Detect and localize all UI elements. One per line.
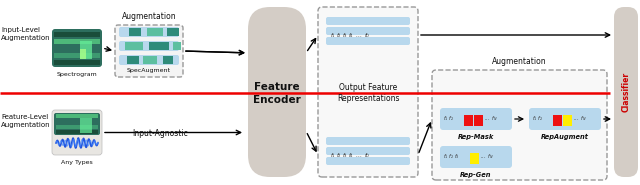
Bar — [80, 118, 92, 133]
FancyBboxPatch shape — [529, 108, 601, 130]
Bar — [127, 56, 139, 64]
Bar — [80, 49, 86, 59]
Bar — [474, 115, 483, 126]
Bar — [470, 153, 479, 164]
Bar — [167, 28, 179, 36]
Text: SpecAugment: SpecAugment — [127, 68, 171, 73]
Bar — [125, 42, 143, 50]
Text: $f_1$ $f_2$: $f_1$ $f_2$ — [443, 115, 454, 123]
Text: Classifier: Classifier — [621, 72, 630, 112]
FancyBboxPatch shape — [54, 113, 100, 135]
Bar — [54, 39, 100, 44]
Bar — [149, 42, 169, 50]
Text: $f_1$ $f_2$ $f_3$ $f_4$  ...  $f_D$: $f_1$ $f_2$ $f_3$ $f_4$ ... $f_D$ — [330, 152, 371, 160]
FancyBboxPatch shape — [326, 137, 410, 145]
Bar — [464, 115, 473, 126]
FancyBboxPatch shape — [248, 7, 306, 177]
Text: ...  $f_N$: ... $f_N$ — [484, 115, 498, 123]
FancyBboxPatch shape — [326, 37, 410, 45]
FancyBboxPatch shape — [52, 29, 102, 67]
FancyBboxPatch shape — [119, 27, 179, 37]
FancyBboxPatch shape — [326, 17, 410, 25]
FancyBboxPatch shape — [115, 25, 183, 77]
Text: Feature: Feature — [254, 82, 300, 92]
Bar — [173, 42, 181, 50]
FancyBboxPatch shape — [119, 41, 179, 51]
Bar — [54, 46, 100, 51]
Bar — [553, 115, 562, 126]
FancyBboxPatch shape — [326, 147, 410, 155]
Text: Input-Level: Input-Level — [1, 27, 40, 33]
Bar — [147, 28, 163, 36]
Text: $f_1$ $f_2$ $f_3$: $f_1$ $f_2$ $f_3$ — [443, 153, 460, 162]
Text: Input-Agnostic: Input-Agnostic — [132, 129, 188, 137]
FancyBboxPatch shape — [440, 146, 512, 168]
Text: Any Types: Any Types — [61, 160, 93, 165]
Text: $f_1$ $f_2$: $f_1$ $f_2$ — [532, 115, 543, 123]
Bar — [56, 130, 98, 134]
FancyBboxPatch shape — [432, 70, 607, 180]
FancyBboxPatch shape — [326, 27, 410, 35]
Text: Encoder: Encoder — [253, 95, 301, 105]
Text: Spectrogram: Spectrogram — [56, 72, 97, 77]
Bar — [56, 120, 98, 124]
Bar — [80, 41, 92, 59]
Bar — [56, 125, 98, 129]
Text: RepAugment: RepAugment — [541, 134, 589, 140]
Bar — [54, 60, 100, 65]
Bar — [129, 28, 141, 36]
Text: Rep-Gen: Rep-Gen — [460, 172, 492, 178]
Text: Representations: Representations — [337, 93, 399, 102]
FancyBboxPatch shape — [119, 55, 179, 65]
Text: ...  $f_N$: ... $f_N$ — [573, 115, 587, 123]
Text: Output Feature: Output Feature — [339, 83, 397, 92]
FancyBboxPatch shape — [614, 7, 638, 177]
Text: $f_1$ $f_2$ $f_3$ $f_4$  ...  $f_D$: $f_1$ $f_2$ $f_3$ $f_4$ ... $f_D$ — [330, 32, 371, 41]
Text: Augmentation: Augmentation — [492, 57, 547, 66]
FancyBboxPatch shape — [326, 157, 410, 165]
FancyBboxPatch shape — [52, 110, 102, 155]
Text: Augmentation: Augmentation — [122, 12, 176, 21]
Text: Augmentation: Augmentation — [1, 35, 51, 41]
Text: Rep-Mask: Rep-Mask — [458, 134, 494, 140]
Text: Augmentation: Augmentation — [1, 122, 51, 128]
Text: Feature-Level: Feature-Level — [1, 114, 48, 120]
FancyBboxPatch shape — [318, 7, 418, 177]
Text: ...  $f_N$: ... $f_N$ — [480, 153, 494, 162]
Bar — [563, 115, 572, 126]
FancyBboxPatch shape — [440, 108, 512, 130]
Bar — [56, 114, 98, 118]
Bar — [143, 56, 157, 64]
Bar — [163, 56, 173, 64]
Bar — [54, 53, 100, 58]
Bar — [54, 32, 100, 37]
